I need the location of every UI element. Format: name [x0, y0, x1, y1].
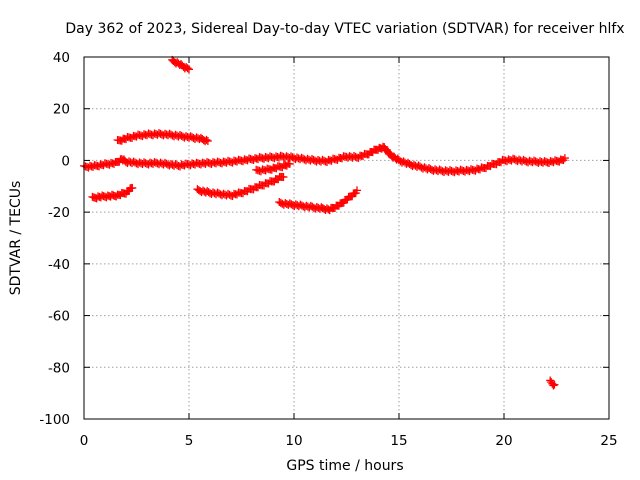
data-point	[285, 159, 294, 168]
chart-title: Day 362 of 2023, Sidereal Day-to-day VTE…	[65, 21, 624, 37]
y-tick-label: -80	[48, 360, 70, 376]
data-point	[128, 183, 137, 192]
data-series	[80, 142, 569, 177]
x-tick-labels: 0 5 10 15 20 25	[80, 433, 618, 449]
data-point	[203, 137, 212, 146]
y-tick-label: -100	[39, 412, 70, 428]
data-point	[185, 65, 193, 74]
data-point	[560, 154, 569, 163]
x-tick-label: 25	[600, 433, 617, 449]
y-tick-label: 40	[53, 50, 70, 66]
data-point	[353, 186, 361, 195]
data-series	[88, 183, 137, 203]
data-series	[193, 172, 288, 201]
data-series	[252, 159, 294, 176]
y-tick-label: 0	[61, 153, 70, 169]
x-tick-label: 20	[495, 433, 512, 449]
data-series	[275, 186, 361, 215]
x-tick-label: 15	[390, 433, 407, 449]
y-tick-label: -60	[48, 309, 70, 325]
data-point	[202, 135, 211, 144]
x-tick-label: 10	[285, 433, 302, 449]
x-tick-label: 0	[80, 433, 89, 449]
data-point	[279, 172, 288, 181]
y-tick-label: -20	[48, 205, 70, 221]
y-axis-label: SDTVAR / TECUs	[8, 181, 24, 296]
data-series	[168, 55, 193, 74]
y-tick-label: 20	[53, 102, 70, 118]
data-series	[113, 129, 212, 146]
data-point	[550, 380, 559, 389]
data-points	[80, 55, 569, 390]
grid-lines	[84, 57, 609, 419]
plot-frame	[83, 56, 610, 420]
axis-ticks	[83, 56, 610, 420]
x-tick-label: 5	[185, 433, 194, 449]
data-series	[546, 376, 559, 390]
data-point	[183, 64, 192, 73]
data-point	[549, 381, 558, 390]
y-tick-labels: -100 -80 -60 -40 -20 0 20 40	[39, 50, 70, 428]
x-axis-label: GPS time / hours	[286, 458, 403, 474]
y-tick-label: -40	[48, 257, 70, 273]
